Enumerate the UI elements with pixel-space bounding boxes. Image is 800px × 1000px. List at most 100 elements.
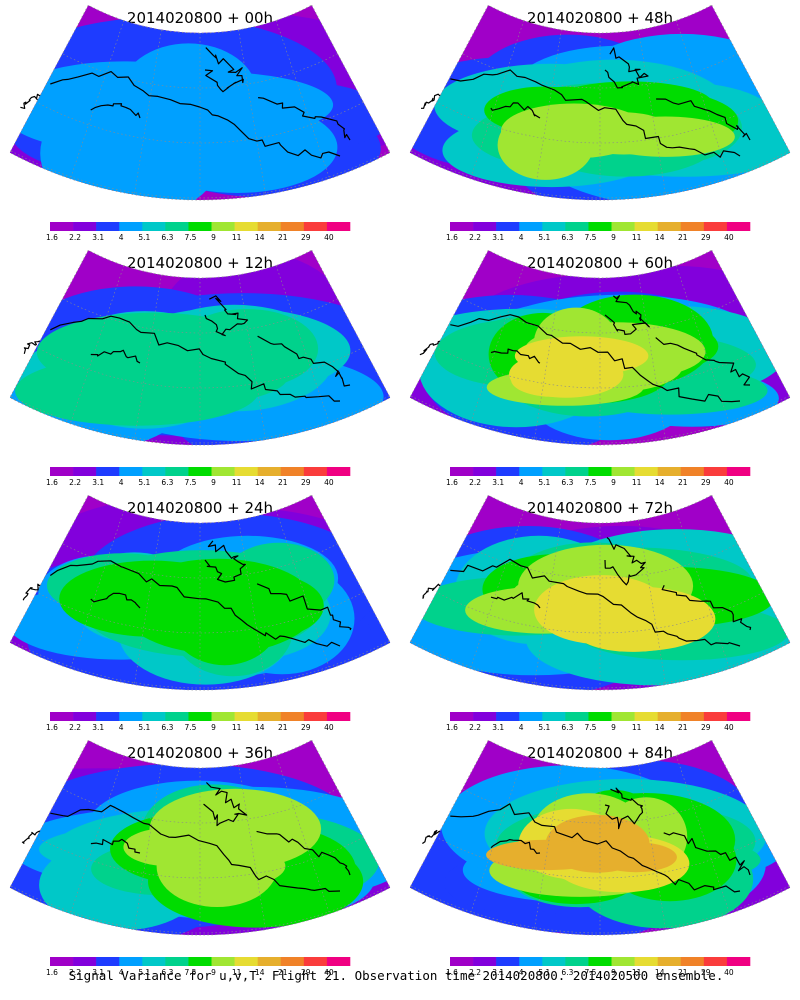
coastline-segment xyxy=(490,348,541,364)
map-panel: 2014020800 + 12h 1.6 2.2 3.1 4 5.1 6.3 7.5 9 11 14… xyxy=(9,249,391,487)
colorbar-swatch xyxy=(50,712,74,721)
colorbar-tick-label: 29 xyxy=(301,968,311,977)
variance-field xyxy=(9,740,391,935)
colorbar-swatch xyxy=(634,222,658,231)
colorbar-swatch xyxy=(611,712,635,721)
colorbar-tick-label: 9 xyxy=(611,968,616,977)
map-panel: 2014020800 + 36h 1.6 2.2 3.1 4 5.1 6.3 7.5 9 11 14… xyxy=(9,739,391,977)
colorbar-tick-label: 9 xyxy=(211,233,216,242)
colorbar-swatch xyxy=(280,222,305,231)
colorbar-tick-label: 40 xyxy=(724,233,734,242)
colorbar-tick-label: 6.3 xyxy=(161,968,173,977)
colorbar-tick-label: 40 xyxy=(324,478,334,487)
colorbar-tick-label: 4 xyxy=(519,968,524,977)
colorbar-swatch xyxy=(565,467,589,476)
colorbar-swatch xyxy=(96,712,120,721)
colorbar-tick-label: 6.3 xyxy=(561,723,573,732)
colorbar-tick-label: 6.3 xyxy=(561,478,573,487)
colorbar-swatch xyxy=(73,222,97,231)
colorbar-swatch xyxy=(234,222,258,231)
colorbar-swatch xyxy=(680,467,705,476)
variance-field xyxy=(409,495,791,690)
coastline-segment xyxy=(450,803,741,893)
figure-caption: Signal Variance for u,v,T. Flight 21. Ob… xyxy=(69,968,724,983)
sector-outline xyxy=(409,739,791,936)
colorbar-tick-label: 1.6 xyxy=(46,968,58,977)
colorbar-tick-label: 29 xyxy=(301,723,311,732)
colorbar-tick-label: 7.5 xyxy=(185,478,197,487)
graticule xyxy=(410,265,790,445)
colorbar-swatch xyxy=(96,957,120,966)
panel-title: 2014020800 + 48h xyxy=(527,9,673,27)
colorbar-tick-label: 11 xyxy=(632,233,642,242)
coastline-segment xyxy=(257,335,351,387)
colorbar-tick-label: 4 xyxy=(519,478,524,487)
colorbar-swatch xyxy=(565,712,589,721)
variance-field xyxy=(9,250,391,445)
colorbar-swatch xyxy=(450,467,474,476)
colorbar-tick-label: 7.5 xyxy=(585,233,597,242)
coastline-segment xyxy=(90,349,141,364)
colorbar-tick-label: 11 xyxy=(632,968,642,977)
colorbar-swatch xyxy=(634,957,658,966)
colorbar-swatch xyxy=(450,957,474,966)
coastline-segment xyxy=(422,829,441,844)
colorbar-tick-label: 40 xyxy=(324,233,334,242)
colorbar-swatch xyxy=(188,222,212,231)
colorbar-tick-label: 7.5 xyxy=(185,968,197,977)
graticule xyxy=(410,510,790,690)
colorbar-tick-label: 21 xyxy=(278,968,288,977)
colorbar-swatch xyxy=(726,467,751,476)
colorbar-swatch xyxy=(142,712,166,721)
panel-title: 2014020800 + 84h xyxy=(527,744,673,762)
colorbar-tick-label: 9 xyxy=(611,233,616,242)
contour-blob xyxy=(500,103,648,159)
colorbar: 1.6 2.2 3.1 4 5.1 6.3 7.5 9 11 14 21 29 40 xyxy=(446,222,751,242)
colorbar-tick-label: 6.3 xyxy=(161,723,173,732)
coastline-segment xyxy=(655,337,751,386)
colorbar-tick-label: 3.1 xyxy=(92,968,104,977)
colorbar-swatch xyxy=(726,222,751,231)
colorbar-tick-label: 21 xyxy=(678,478,688,487)
colorbar: 1.6 2.2 3.1 4 5.1 6.3 7.5 9 11 14 21 29 40 xyxy=(446,957,751,977)
graticule xyxy=(10,265,390,445)
contour-blob xyxy=(208,573,324,639)
colorbar-swatch xyxy=(188,957,212,966)
map-panel: 2014020800 + 00h 1.6 2.2 3.1 4 5.1 6.3 7.5 9 11 14… xyxy=(9,4,391,242)
colorbar-swatch xyxy=(303,957,328,966)
colorbar-swatch xyxy=(234,712,258,721)
colorbar-tick-label: 29 xyxy=(701,723,711,732)
coastline-segment xyxy=(421,93,441,109)
colorbar-tick-label: 9 xyxy=(211,968,216,977)
colorbar-swatch xyxy=(257,222,282,231)
coastline-segment xyxy=(204,295,249,337)
colorbar-swatch xyxy=(119,957,143,966)
colorbar-swatch xyxy=(611,957,635,966)
colorbar-swatch xyxy=(303,712,328,721)
coastline-segment xyxy=(90,103,141,119)
colorbar-swatch xyxy=(142,467,166,476)
colorbar-swatch xyxy=(588,467,612,476)
coastline-segment xyxy=(450,69,741,158)
colorbar-swatch xyxy=(326,712,351,721)
coastline-segment xyxy=(422,583,441,599)
coastline xyxy=(422,537,752,647)
colorbar-swatch xyxy=(703,957,728,966)
colorbar-tick-label: 7.5 xyxy=(185,723,197,732)
colorbar-swatch xyxy=(326,957,351,966)
colorbar-tick-label: 6.3 xyxy=(161,233,173,242)
colorbar-swatch xyxy=(119,467,143,476)
panel-title: 2014020800 + 24h xyxy=(127,499,273,517)
sector-outline xyxy=(9,494,391,691)
colorbar-tick-label: 40 xyxy=(724,478,734,487)
coastline-segment xyxy=(450,314,741,403)
graticule xyxy=(10,510,390,690)
coastline xyxy=(419,295,751,403)
colorbar-tick-label: 21 xyxy=(278,478,288,487)
colorbar-swatch xyxy=(280,467,305,476)
colorbar-tick-label: 5.1 xyxy=(538,478,550,487)
colorbar-swatch xyxy=(119,712,143,721)
colorbar-tick-label: 5.1 xyxy=(538,723,550,732)
coastline-segment xyxy=(256,830,351,876)
colorbar-swatch xyxy=(542,957,566,966)
